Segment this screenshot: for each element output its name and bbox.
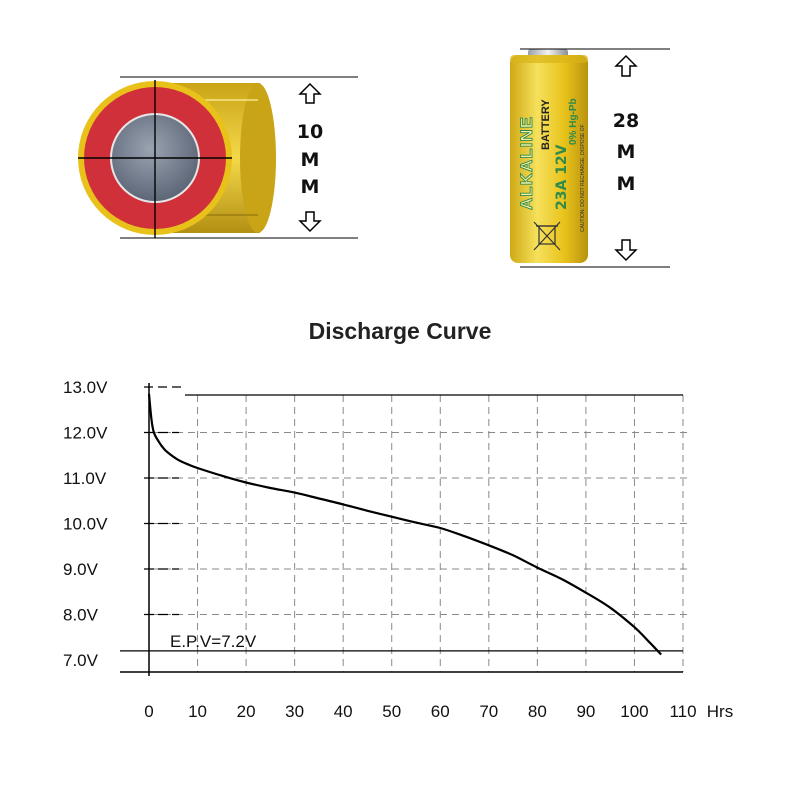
battery-end-view: [78, 80, 276, 238]
arrow-down-icon: [298, 211, 322, 233]
battery-illustration: 10 M M ALKALINE BATTERY 23A 12V 0% Hg-Pb…: [78, 48, 670, 268]
x-tick-label: 40: [334, 702, 353, 721]
x-tick-label: 20: [237, 702, 256, 721]
x-tick-label: 80: [528, 702, 547, 721]
battery-type-text: BATTERY: [540, 99, 552, 150]
battery-caution-text: CAUTION: DO NOT RECHARGE, DISPOSE OF: [580, 124, 586, 232]
arrow-up-icon: [298, 82, 322, 104]
diameter-unit-m1: M: [301, 149, 320, 171]
height-number: 28: [613, 110, 639, 132]
x-tick-label: 110: [669, 702, 696, 721]
recycle-bin-icon: [533, 221, 561, 251]
battery-model-text: 23A 12V: [554, 144, 570, 210]
x-tick-label: 60: [431, 702, 450, 721]
arrow-up-icon: [614, 54, 638, 77]
y-tick-label: 8.0V: [63, 606, 99, 625]
annotations: E.P.V=7.2V: [120, 632, 683, 652]
height-dimension: 28 M M: [520, 48, 670, 268]
y-tick-label: 9.0V: [63, 560, 99, 579]
discharge-curve: [147, 393, 662, 656]
tick-labels: 7.0V 8.0V 9.0V 10.0V 11.0V 12.0V 13.0V 0 10 20 30 4…: [63, 378, 733, 721]
y-tick-label: 13.0V: [63, 378, 108, 397]
x-tick-label: 0: [144, 702, 153, 721]
x-tick-label: 70: [479, 702, 498, 721]
series: [147, 393, 662, 656]
diameter-unit-m2: M: [301, 176, 320, 198]
battery-side-view: ALKALINE BATTERY 23A 12V 0% Hg-Pb CAUTIO…: [510, 49, 588, 263]
x-tick-label: 90: [576, 702, 595, 721]
diameter-dimension: 10 M M: [120, 76, 358, 239]
battery-mercury-text: 0% Hg-Pb: [568, 98, 579, 145]
diameter-number: 10: [297, 121, 323, 143]
grid: [144, 395, 688, 672]
x-tick-label: 10: [188, 702, 207, 721]
chart-title: Discharge Curve: [308, 318, 492, 344]
battery-brand-text: ALKALINE: [517, 116, 536, 210]
height-unit-m1: M: [617, 141, 636, 163]
x-axis-unit: Hrs: [707, 702, 733, 721]
y-tick-label: 11.0V: [63, 469, 107, 488]
x-tick-label: 100: [620, 702, 648, 721]
y-tick-label: 10.0V: [63, 515, 108, 534]
x-tick-label: 30: [285, 702, 304, 721]
y-tick-label: 7.0V: [63, 651, 99, 670]
height-unit-m2: M: [617, 173, 636, 195]
cutoff-label: E.P.V=7.2V: [170, 632, 257, 651]
axes: [120, 383, 683, 676]
arrow-down-icon: [614, 239, 638, 262]
x-tick-label: 50: [382, 702, 401, 721]
y-tick-label: 12.0V: [63, 424, 108, 443]
